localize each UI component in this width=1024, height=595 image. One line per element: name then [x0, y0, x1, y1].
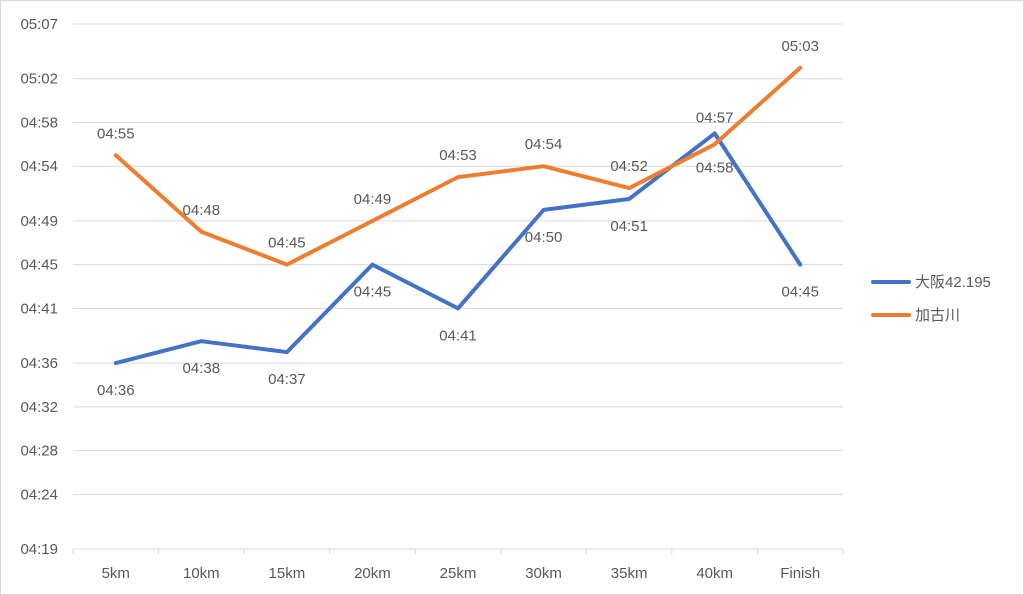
data-label-series-2: 04:54 [525, 136, 563, 153]
data-label-series-1: 04:51 [610, 218, 648, 235]
x-tick-label: 25km [440, 565, 477, 582]
legend-label-1: 大阪42.195 [915, 274, 991, 291]
x-tick-label: 35km [611, 565, 648, 582]
data-label-series-2: 04:53 [439, 147, 477, 164]
data-label-series-1: 04:41 [439, 327, 477, 344]
x-tick-label: 15km [269, 565, 306, 582]
y-tick-label: 04:41 [20, 300, 58, 317]
data-label-series-1: 04:45 [354, 284, 392, 301]
data-label-series-2: 04:49 [354, 191, 392, 208]
data-label-series-2: 04:48 [183, 202, 221, 219]
y-tick-label: 04:54 [20, 158, 58, 175]
y-tick-label: 04:36 [20, 355, 58, 372]
y-tick-label: 04:32 [20, 399, 58, 416]
legend-label-2: 加古川 [915, 307, 960, 324]
data-label-series-2: 04:58 [696, 159, 734, 176]
data-label-series-1: 04:45 [781, 284, 819, 301]
x-tick-label: 5km [102, 565, 130, 582]
y-tick-label: 04:19 [20, 541, 58, 558]
data-label-series-1: 04:36 [97, 382, 135, 399]
data-label-series-2: 04:52 [610, 158, 648, 175]
x-tick-label: Finish [780, 565, 820, 582]
series-line-2 [113, 65, 803, 267]
data-label-series-2: 04:45 [268, 235, 306, 252]
data-label-series-1: 04:38 [183, 360, 221, 377]
x-tick-label: 30km [525, 565, 562, 582]
y-tick-label: 04:49 [20, 213, 58, 230]
data-label-series-1: 04:37 [268, 371, 306, 388]
x-tick-label: 10km [183, 565, 220, 582]
legend: 大阪42.195 加古川 [871, 274, 991, 324]
y-tick-label: 05:07 [20, 16, 58, 33]
data-label-series-2: 04:55 [97, 125, 135, 142]
series-line-1 [113, 131, 803, 366]
gridlines [73, 23, 843, 495]
y-tick-label: 04:24 [20, 486, 58, 503]
axes: 04:19 04:24 04:28 04:32 04:36 04:41 04:45 04:49… [20, 16, 844, 582]
y-tick-label: 04:58 [20, 114, 58, 131]
data-label-series-2: 05:03 [781, 38, 819, 55]
data-labels: 04:36 04:55 04:38 04:48 04:37 04:45 04:45 04:49… [97, 38, 819, 399]
data-label-series-1: 04:50 [525, 229, 563, 246]
y-tick-label: 05:02 [20, 71, 58, 88]
data-label-series-1: 04:57 [696, 109, 734, 126]
x-tick-label: 20km [354, 565, 391, 582]
x-tick-label: 40km [696, 565, 733, 582]
y-tick-label: 04:45 [20, 257, 58, 274]
series [113, 65, 803, 366]
y-tick-label: 04:28 [20, 443, 58, 460]
